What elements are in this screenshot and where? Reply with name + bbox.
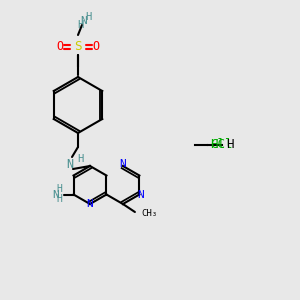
Text: H: H — [85, 12, 91, 22]
Text: S: S — [74, 40, 82, 53]
Text: N: N — [66, 158, 74, 172]
Text: H: H — [226, 139, 234, 152]
Text: N: N — [81, 16, 87, 26]
Text: O: O — [56, 40, 64, 53]
Text: HCl: HCl — [210, 139, 233, 152]
Text: CH₃: CH₃ — [141, 209, 157, 218]
Text: H: H — [57, 184, 62, 194]
Text: Cl: Cl — [211, 139, 226, 152]
Text: N: N — [137, 190, 144, 200]
Text: H: H — [77, 154, 83, 164]
Text: N: N — [52, 190, 59, 200]
Text: N: N — [87, 199, 93, 209]
Text: O: O — [92, 40, 100, 53]
Text: N: N — [119, 159, 126, 169]
Text: H: H — [77, 20, 83, 30]
Text: H: H — [57, 194, 62, 205]
